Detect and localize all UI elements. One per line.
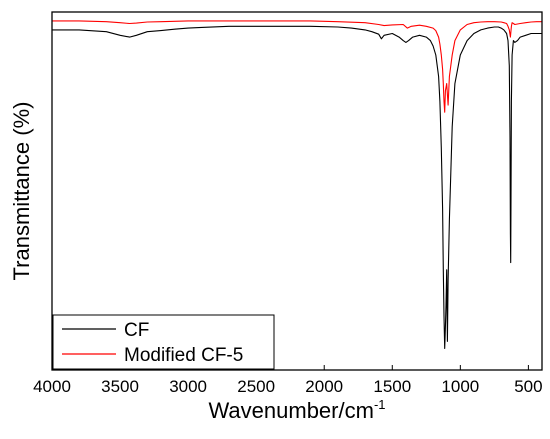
legend-label-modified-cf-5: Modified CF-5 [124, 345, 243, 366]
x-tick-label: 4000 [33, 377, 71, 396]
x-tick-label: 2000 [305, 377, 343, 396]
plot-area-frame [51, 11, 543, 371]
x-axis-title-text: Wavenumber/cm [208, 398, 373, 423]
legend-label-cf: CF [124, 320, 149, 341]
x-tick-label: 500 [514, 377, 542, 396]
legend-box [52, 314, 275, 370]
x-tick-label: 2500 [237, 377, 275, 396]
y-axis-title: Transmittance (%) [9, 102, 34, 281]
x-axis-title: Wavenumber/cm-1 [208, 397, 385, 423]
x-axis-ticks: 4000 3500 3000 2500 2000 1500 1000 500 [33, 365, 543, 396]
series-line-modified-cf-5 [52, 20, 542, 113]
series-line-cf [52, 25, 542, 350]
x-axis-title-superscript: -1 [374, 397, 386, 412]
x-tick-label: 1000 [441, 377, 479, 396]
series-layer [52, 20, 542, 350]
x-tick-label: 3500 [101, 377, 139, 396]
x-tick-label: 3000 [169, 377, 207, 396]
x-tick-label: 1500 [373, 377, 411, 396]
legend: CF Modified CF-5 [52, 314, 275, 370]
